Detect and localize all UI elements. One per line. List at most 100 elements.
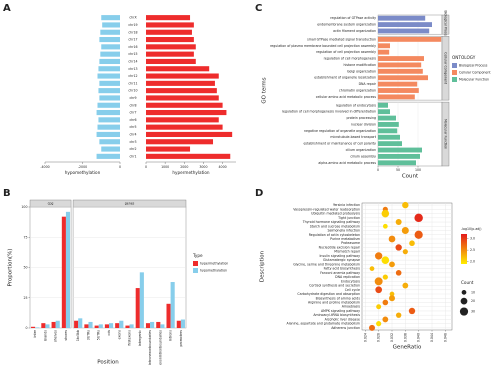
bar [378, 115, 396, 121]
category-label: Aminoacyl-tRNA biosynthesis [313, 313, 360, 317]
bar [99, 95, 120, 101]
colorbar-label: 2.5 [470, 248, 475, 252]
x-tick-label: 5UTRs [97, 330, 101, 341]
bar [170, 282, 175, 328]
category-label: Ubiquitin mediated proteolysis [311, 212, 360, 216]
category-label: cilium assembly [350, 154, 376, 158]
x-axis-title: GeneRatio [393, 345, 422, 351]
legend-swatch [452, 70, 457, 75]
point [381, 209, 390, 218]
point [414, 230, 423, 239]
bar [115, 323, 120, 328]
category-label: chr7 [129, 111, 136, 115]
panel-label: C [255, 3, 262, 14]
facet-label: Molecular Function [444, 119, 448, 149]
category-label: chr2 [129, 147, 136, 151]
point [395, 219, 402, 226]
bar [84, 324, 89, 328]
category-label: Alcoholic liver disease [325, 317, 360, 321]
category-label: microtubule-based transport [330, 135, 376, 139]
x-tick-label: 1000 [161, 165, 169, 169]
bar [98, 324, 103, 328]
category-label: chr4 [129, 132, 136, 136]
category-label: chr13 [128, 67, 137, 71]
category-label: DNA repair [359, 82, 377, 86]
y-axis-title: Description [260, 250, 266, 282]
legend-swatch [452, 77, 457, 82]
point [414, 213, 423, 223]
bar [99, 58, 120, 65]
x-tick-label: promoters [179, 330, 183, 347]
category-label: AMPK signaling pathway [321, 309, 360, 313]
bar [99, 36, 120, 43]
panel-label: B [3, 188, 11, 199]
bar [109, 323, 114, 328]
category-label: Insulin signaling pathway [319, 254, 360, 258]
bar [150, 321, 155, 328]
x-tick-label: 0.044 [430, 333, 434, 342]
legend-label: Cellular Component [459, 71, 491, 75]
bar [96, 153, 120, 159]
x-tick-label: 4000 [219, 165, 227, 169]
y-tick-label: 50 [23, 266, 27, 270]
bar [378, 36, 442, 42]
size-legend-mark [460, 297, 468, 305]
size-legend-label: 10 [471, 290, 475, 294]
bar [97, 124, 120, 130]
bar [100, 51, 120, 57]
point [375, 286, 383, 294]
category-label: regulation of endocytosis [336, 103, 377, 107]
category-label: Starch and sucrose metabolism [310, 224, 360, 228]
bar [156, 321, 161, 328]
category-label: chr17 [128, 38, 137, 42]
category-label: Amoebiasis [342, 305, 361, 309]
category-label: establishment or maintenance of cell pol… [303, 142, 376, 146]
bar [146, 44, 196, 50]
category-label: Mismatch repair [334, 250, 360, 254]
bar [104, 324, 109, 328]
bar [146, 109, 227, 116]
size-legend-title: Count [461, 280, 474, 285]
x-tick-label: 0.036 [403, 333, 407, 342]
point [369, 324, 375, 331]
category-label: Tight junction [337, 216, 360, 220]
bar [146, 95, 219, 101]
facet-label: Cellular Component [444, 52, 448, 84]
bar [65, 211, 71, 328]
category-label: chr6 [129, 118, 136, 122]
legend-label: hypomethylation [200, 269, 227, 273]
bar [102, 22, 120, 28]
x-tick-label: intronexonboundaries [148, 330, 152, 365]
y-tick-label: 25 [23, 296, 27, 300]
x-tick-label: 0 [145, 165, 147, 169]
legend-swatch [193, 261, 198, 266]
point [389, 291, 395, 297]
bar [146, 153, 231, 159]
x-tick-label: 0.048 [443, 333, 447, 342]
category-label: chr16 [128, 45, 137, 49]
point [395, 244, 402, 251]
bar [88, 321, 93, 328]
category-label: Glycine, serine and threonine metabolism [293, 262, 360, 266]
point [401, 226, 409, 235]
bar [378, 147, 422, 153]
point [382, 274, 388, 280]
category-label: alpha-amino acid metabolic process [318, 161, 376, 165]
category-label: chr15 [128, 52, 137, 56]
category-label: chrX [129, 16, 137, 20]
bar [146, 88, 217, 94]
bar [98, 66, 120, 72]
axis-title: hypomethylation [65, 170, 101, 175]
bar [378, 81, 418, 87]
point [376, 321, 382, 327]
category-label: Carbohydrate digestion and absorption [297, 292, 360, 296]
category-label: cellular amino acid metabolic process [316, 95, 377, 99]
category-label: chromatin organization [339, 89, 376, 93]
category-label: chr14 [128, 59, 137, 63]
bar [378, 88, 419, 93]
colorbar [461, 234, 467, 264]
category-label: regulation of GTPase activity [330, 16, 376, 20]
legend-title: ONTOLOGY [452, 55, 476, 60]
point [389, 261, 395, 268]
x-axis-title: Position [97, 360, 119, 366]
